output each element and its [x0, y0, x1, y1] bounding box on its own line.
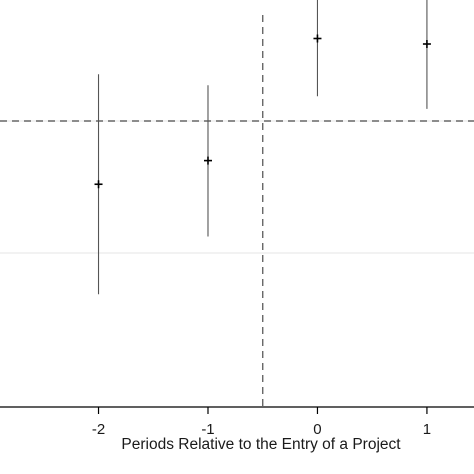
x-tick-label-0: -2: [92, 421, 105, 438]
point-estimate-3: [422, 40, 431, 48]
x-tick-label-2: 0: [313, 421, 321, 438]
x-tick-label-3: 1: [423, 421, 431, 438]
x-axis-title: Periods Relative to the Entry of a Proje…: [121, 436, 401, 453]
point-estimate-2: [313, 34, 322, 43]
x-axis-ticks: -2 -1 0 1: [92, 407, 431, 438]
reference-lines: [0, 15, 474, 407]
gridlines: [0, 120, 474, 254]
point-estimate-0: [94, 180, 103, 189]
x-tick-label-1: -1: [201, 421, 214, 438]
point-estimates: [94, 34, 431, 189]
point-estimate-1: [203, 156, 212, 165]
